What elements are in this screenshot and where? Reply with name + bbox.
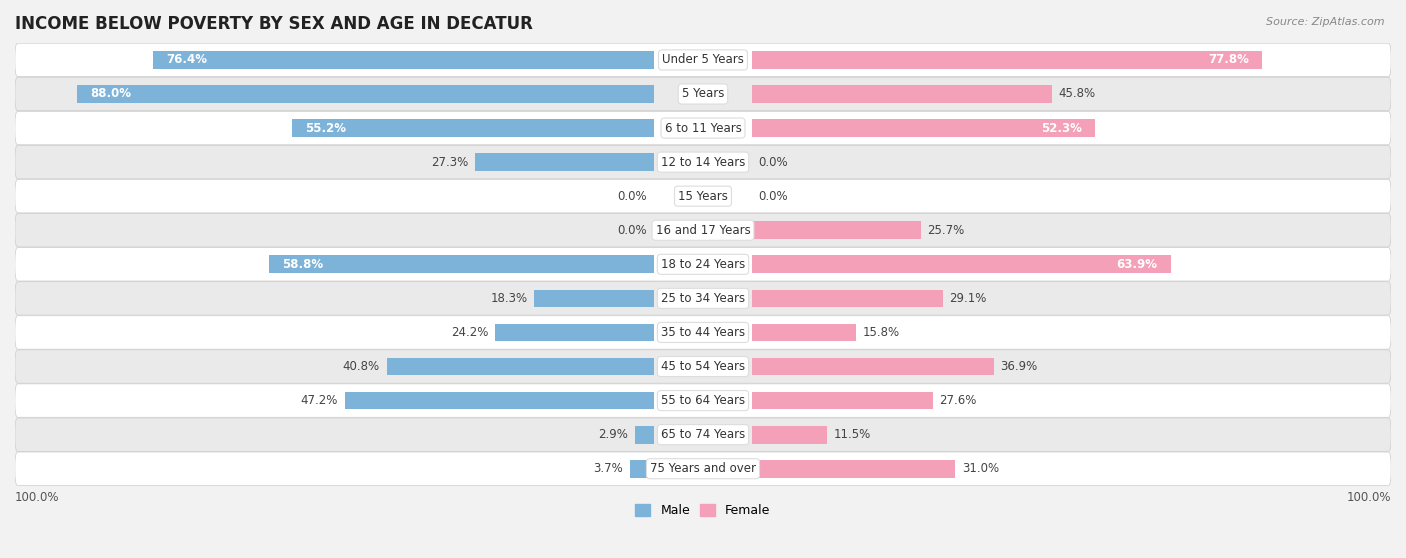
Bar (495, 324, 654, 341)
Text: 0.0%: 0.0% (759, 190, 789, 203)
FancyBboxPatch shape (15, 43, 1391, 76)
Text: 6 to 11 Years: 6 to 11 Years (665, 122, 741, 134)
Text: 65 to 74 Years: 65 to 74 Years (661, 428, 745, 441)
Text: 18 to 24 Years: 18 to 24 Years (661, 258, 745, 271)
Text: 63.9%: 63.9% (1116, 258, 1157, 271)
Text: 29.1%: 29.1% (949, 292, 987, 305)
Bar (475, 153, 654, 171)
FancyBboxPatch shape (15, 316, 1391, 349)
FancyBboxPatch shape (15, 146, 1391, 179)
Bar (752, 392, 934, 410)
FancyBboxPatch shape (15, 112, 1391, 145)
Text: 45 to 54 Years: 45 to 54 Years (661, 360, 745, 373)
Bar (752, 256, 1171, 273)
Text: 55 to 64 Years: 55 to 64 Years (661, 394, 745, 407)
Text: 0.0%: 0.0% (759, 156, 789, 169)
Text: 0.0%: 0.0% (617, 224, 647, 237)
Text: 27.6%: 27.6% (939, 394, 977, 407)
Text: 15.8%: 15.8% (862, 326, 900, 339)
FancyBboxPatch shape (15, 282, 1391, 315)
FancyBboxPatch shape (15, 78, 1391, 110)
Bar (269, 256, 654, 273)
Text: 76.4%: 76.4% (166, 54, 207, 66)
Text: 25 to 34 Years: 25 to 34 Years (661, 292, 745, 305)
Bar (153, 51, 654, 69)
Bar (630, 460, 654, 478)
Bar (292, 119, 654, 137)
Text: 55.2%: 55.2% (305, 122, 346, 134)
Text: 27.3%: 27.3% (432, 156, 468, 169)
Text: 58.8%: 58.8% (281, 258, 323, 271)
Bar (752, 324, 856, 341)
Text: 24.2%: 24.2% (451, 326, 489, 339)
Bar (752, 51, 1263, 69)
FancyBboxPatch shape (15, 180, 1391, 213)
Text: 40.8%: 40.8% (343, 360, 380, 373)
Text: 100.0%: 100.0% (1347, 491, 1391, 504)
Text: Source: ZipAtlas.com: Source: ZipAtlas.com (1267, 17, 1385, 27)
FancyBboxPatch shape (15, 384, 1391, 417)
Text: 2.9%: 2.9% (599, 428, 628, 441)
FancyBboxPatch shape (15, 248, 1391, 281)
Text: 5 Years: 5 Years (682, 88, 724, 100)
Text: Under 5 Years: Under 5 Years (662, 54, 744, 66)
Text: 75 Years and over: 75 Years and over (650, 462, 756, 475)
Text: 3.7%: 3.7% (593, 462, 623, 475)
Text: 12 to 14 Years: 12 to 14 Years (661, 156, 745, 169)
Bar (752, 85, 1052, 103)
Bar (752, 460, 955, 478)
Text: 45.8%: 45.8% (1059, 88, 1095, 100)
FancyBboxPatch shape (15, 452, 1391, 485)
Bar (752, 290, 943, 307)
FancyBboxPatch shape (15, 214, 1391, 247)
Bar (752, 222, 921, 239)
Bar (752, 119, 1095, 137)
Text: 15 Years: 15 Years (678, 190, 728, 203)
FancyBboxPatch shape (15, 350, 1391, 383)
Bar (752, 358, 994, 376)
Bar (636, 426, 654, 444)
Text: 31.0%: 31.0% (962, 462, 998, 475)
Text: 25.7%: 25.7% (927, 224, 965, 237)
Text: 35 to 44 Years: 35 to 44 Years (661, 326, 745, 339)
Text: 47.2%: 47.2% (301, 394, 337, 407)
Bar (344, 392, 654, 410)
Text: 88.0%: 88.0% (90, 88, 131, 100)
Bar (534, 290, 654, 307)
Text: INCOME BELOW POVERTY BY SEX AND AGE IN DECATUR: INCOME BELOW POVERTY BY SEX AND AGE IN D… (15, 15, 533, 33)
Text: 18.3%: 18.3% (491, 292, 527, 305)
Bar (752, 426, 828, 444)
Text: 16 and 17 Years: 16 and 17 Years (655, 224, 751, 237)
Text: 52.3%: 52.3% (1040, 122, 1081, 134)
Legend: Male, Female: Male, Female (630, 499, 776, 522)
Text: 77.8%: 77.8% (1208, 54, 1249, 66)
Text: 36.9%: 36.9% (1001, 360, 1038, 373)
Text: 11.5%: 11.5% (834, 428, 872, 441)
Text: 100.0%: 100.0% (15, 491, 59, 504)
Bar (387, 358, 654, 376)
Text: 0.0%: 0.0% (617, 190, 647, 203)
Bar (77, 85, 654, 103)
FancyBboxPatch shape (15, 418, 1391, 451)
